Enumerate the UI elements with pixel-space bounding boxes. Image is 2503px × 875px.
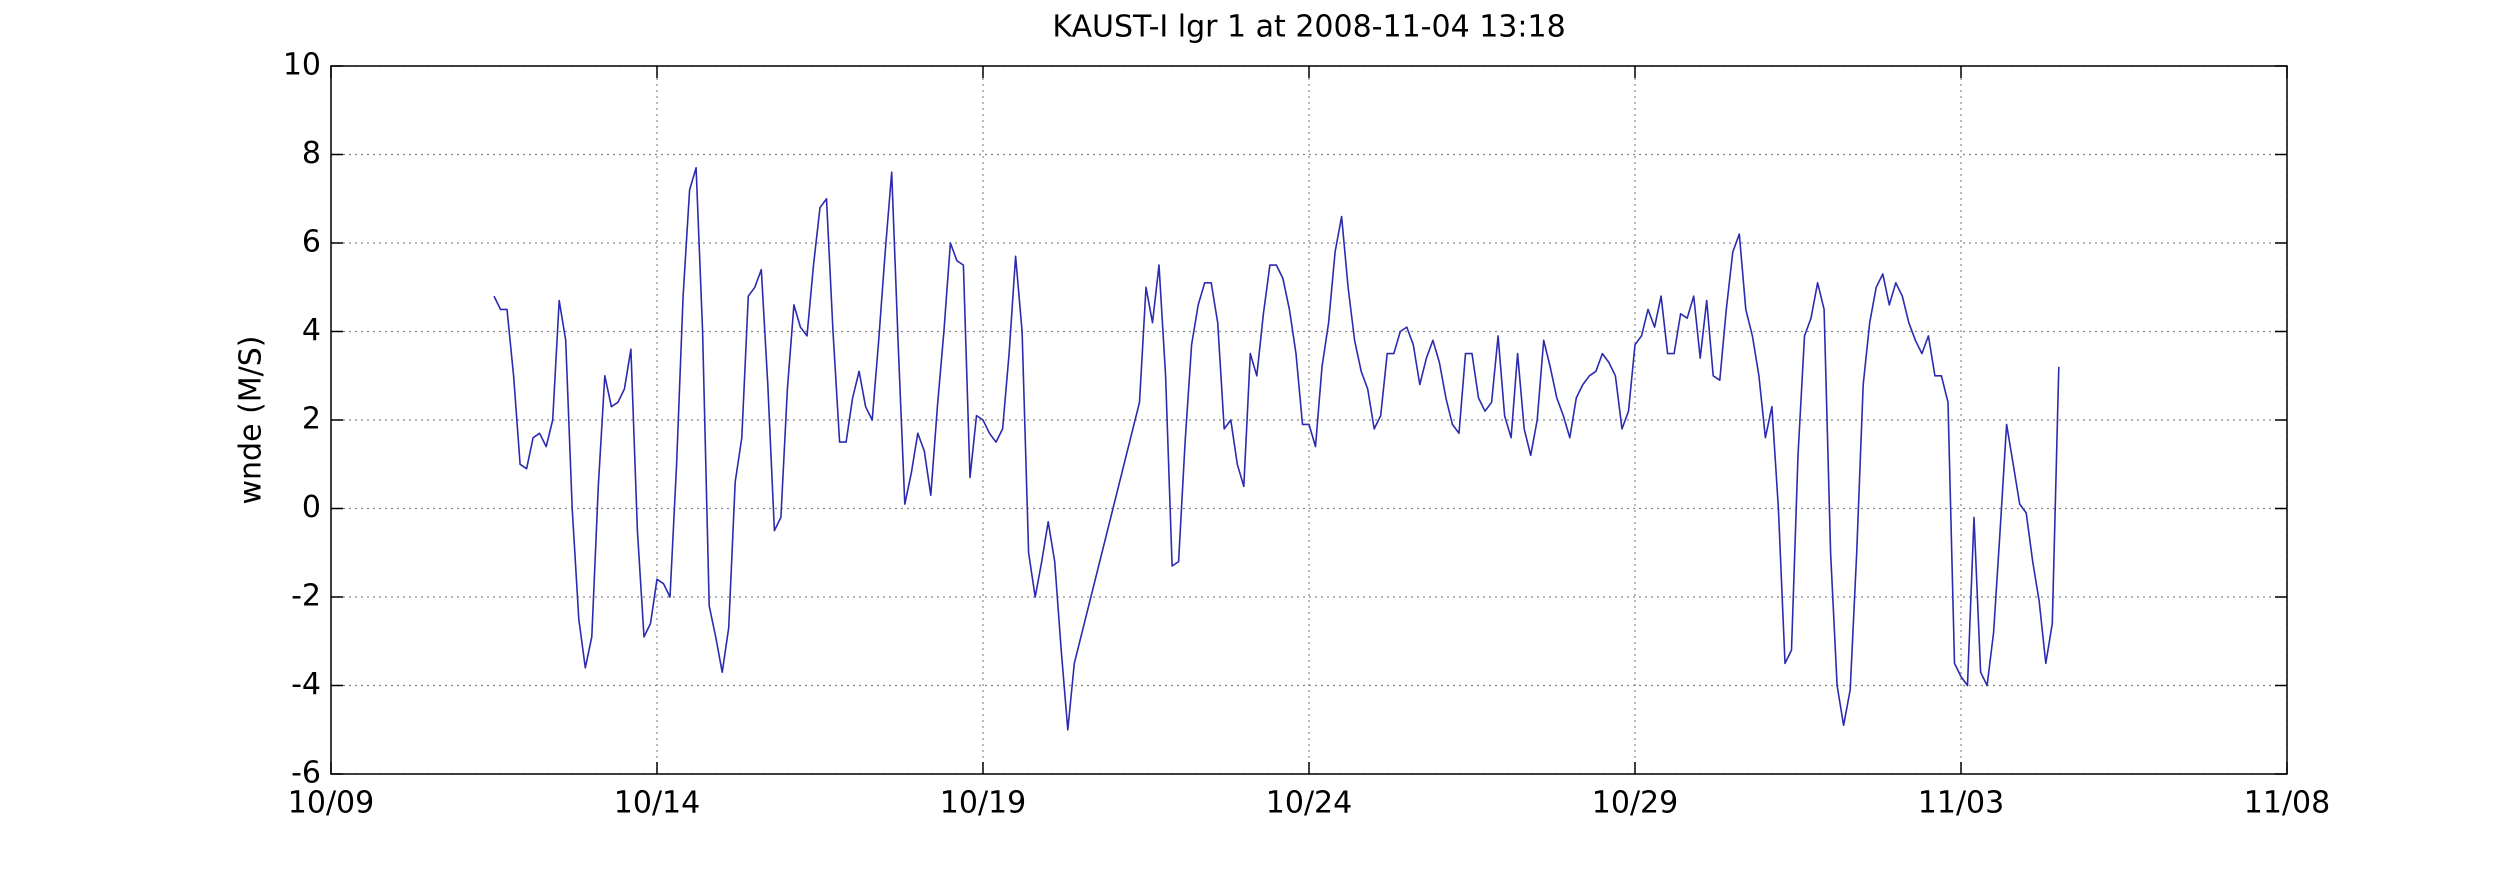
x-tick-label: 10/19 xyxy=(940,786,1026,821)
plot-frame xyxy=(330,65,2288,775)
y-tick-label: 6 xyxy=(302,225,321,260)
x-tick-label: 11/08 xyxy=(2244,786,2330,821)
y-tick-label: 8 xyxy=(302,136,321,171)
x-tick-label: 10/14 xyxy=(614,786,700,821)
x-tick-label: 10/24 xyxy=(1266,786,1352,821)
y-tick-label: -4 xyxy=(291,667,321,702)
y-tick-label: 10 xyxy=(283,48,321,83)
y-tick-label: -2 xyxy=(291,579,321,614)
data-line xyxy=(493,167,2060,731)
x-tick-label: 11/03 xyxy=(1918,786,2004,821)
y-tick-label: -6 xyxy=(291,756,321,791)
y-tick-label: 2 xyxy=(302,402,321,437)
y-tick-label: 0 xyxy=(302,490,321,525)
x-tick-label: 10/29 xyxy=(1592,786,1678,821)
y-tick-label: 4 xyxy=(302,313,321,348)
chart-title: KAUST-I lgr 1 at 2008-11-04 13:18 xyxy=(1052,10,1565,45)
x-tick-label: 10/09 xyxy=(288,786,374,821)
y-axis-label: wnde (M/S) xyxy=(234,335,269,504)
